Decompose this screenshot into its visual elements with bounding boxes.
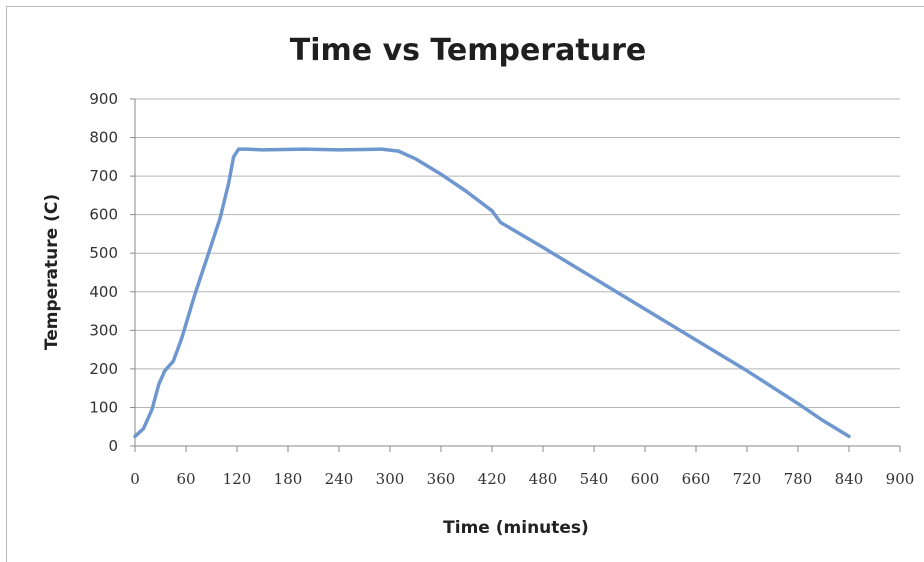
series-line-0 <box>133 147 851 439</box>
y-tick-label: 400 <box>89 283 118 301</box>
x-tick-label: 180 <box>274 470 303 488</box>
x-tick-label: 300 <box>376 470 405 488</box>
x-tick-label: 540 <box>580 470 609 488</box>
y-tick-label: 200 <box>89 360 118 378</box>
x-tick-label: 660 <box>682 470 711 488</box>
x-tick-label: 420 <box>478 470 507 488</box>
axes <box>130 98 901 452</box>
x-tick-label: 840 <box>835 470 864 488</box>
x-tick-label: 0 <box>130 470 140 488</box>
x-tick-label: 60 <box>176 470 195 488</box>
y-axis-title: Temperature (C) <box>42 194 62 350</box>
x-axis-title: Time (minutes) <box>443 518 589 538</box>
x-tick-label: 900 <box>886 470 915 488</box>
y-tick-label: 0 <box>108 437 118 455</box>
x-tick-label: 360 <box>427 470 456 488</box>
y-tick-labels: 0 100 200 300 400 500 600 700 800 900 <box>89 90 118 455</box>
y-tick-label: 900 <box>89 90 118 108</box>
x-tick-label: 720 <box>733 470 762 488</box>
x-tick-label: 120 <box>223 470 252 488</box>
x-tick-label: 240 <box>325 470 354 488</box>
y-tick-label: 800 <box>89 129 118 147</box>
chart-title: Time vs Temperature <box>290 33 646 68</box>
x-tick-label: 600 <box>631 470 660 488</box>
y-tick-label: 600 <box>89 206 118 224</box>
y-tick-label: 300 <box>89 321 118 339</box>
gridlines <box>135 98 900 408</box>
series-layer <box>133 147 851 439</box>
y-tick-label: 100 <box>89 398 118 416</box>
x-tick-label: 480 <box>529 470 558 488</box>
x-tick-labels: 0 60 120 180 240 300 360 420 480 540 600 660 720 780 8… <box>130 470 914 488</box>
y-tick-label: 700 <box>89 167 118 185</box>
y-tick-label: 500 <box>89 244 118 262</box>
x-tick-label: 780 <box>784 470 813 488</box>
